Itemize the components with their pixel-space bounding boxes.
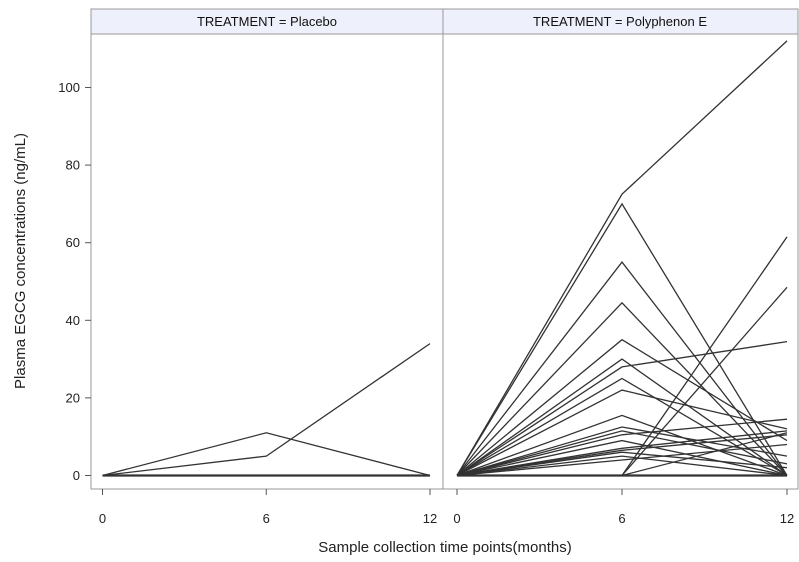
y-axis-title: Plasma EGCG concentrations (ng/mL) — [12, 133, 29, 389]
series-line-1-2 — [456, 261, 788, 476]
panel-strip-label: TREATMENT = Placebo — [197, 14, 337, 29]
panel-placebo: TREATMENT = Placebo — [90, 8, 444, 490]
series-line-1-4 — [456, 338, 788, 477]
x-axis-title: Sample collection time points(months) — [318, 539, 571, 556]
series-line-1-21 — [456, 443, 788, 477]
series-line-1-14 — [456, 430, 788, 477]
series-line-1-17 — [456, 455, 788, 477]
series-line-1-3 — [456, 301, 788, 476]
panel-strip-label: TREATMENT = Polyphenon E — [533, 14, 707, 29]
series-line-1-16 — [456, 451, 788, 477]
y-tick-label-20: 20 — [66, 390, 80, 405]
series-line-1-0 — [456, 40, 788, 476]
y-tick-label-80: 80 — [66, 158, 80, 173]
series-line-1-13 — [456, 439, 788, 477]
y-tick-label-60: 60 — [66, 235, 80, 250]
x-tick-label-0-6: 6 — [263, 511, 270, 526]
series-line-1-7 — [456, 377, 788, 477]
series-line-0-1 — [102, 343, 431, 477]
y-tick-label-40: 40 — [66, 313, 80, 328]
x-axes: 0 6 12 0 6 12 — [99, 489, 794, 526]
panel-frame — [442, 33, 799, 490]
series-line-0-0 — [102, 432, 431, 477]
series-line-1-9 — [456, 414, 788, 477]
y-axis: 0 20 40 60 80 100 — [58, 80, 91, 483]
x-tick-label-1-0: 0 — [453, 511, 460, 526]
y-tick-label-100: 100 — [58, 80, 80, 95]
series-layer — [102, 343, 431, 477]
series-line-1-12 — [456, 418, 788, 477]
panel-polyphenon-e: TREATMENT = Polyphenon E — [442, 8, 799, 490]
series-line-1-11 — [456, 430, 788, 477]
x-tick-label-1-12: 12 — [780, 511, 794, 526]
x-tick-label-0-0: 0 — [99, 511, 106, 526]
series-line-1-8 — [456, 389, 788, 477]
x-tick-label-0-12: 12 — [423, 511, 437, 526]
panel-strip — [442, 8, 799, 35]
series-layer — [456, 40, 788, 477]
y-tick-label-0: 0 — [73, 468, 80, 483]
series-line-1-1 — [456, 202, 788, 476]
x-tick-label-1-6: 6 — [618, 511, 625, 526]
panel-strip — [90, 8, 444, 35]
